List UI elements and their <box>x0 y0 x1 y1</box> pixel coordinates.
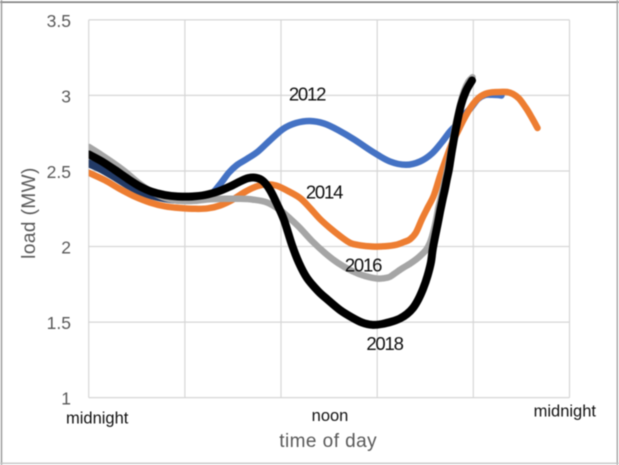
svg-text:2014: 2014 <box>306 182 343 203</box>
svg-text:2.5: 2.5 <box>47 162 71 182</box>
svg-text:3: 3 <box>61 86 71 106</box>
svg-text:noon: noon <box>312 407 349 425</box>
svg-text:time of day: time of day <box>279 431 377 452</box>
svg-text:2016: 2016 <box>345 255 382 276</box>
svg-text:midnight: midnight <box>66 410 129 428</box>
svg-text:2: 2 <box>61 238 71 258</box>
svg-text:1.5: 1.5 <box>47 313 71 333</box>
svg-text:1: 1 <box>61 389 71 409</box>
svg-text:2018: 2018 <box>366 333 403 354</box>
svg-text:2012: 2012 <box>289 83 326 104</box>
svg-text:load (MW): load (MW) <box>19 167 40 259</box>
svg-text:3.5: 3.5 <box>47 11 71 31</box>
svg-text:midnight: midnight <box>534 403 597 421</box>
